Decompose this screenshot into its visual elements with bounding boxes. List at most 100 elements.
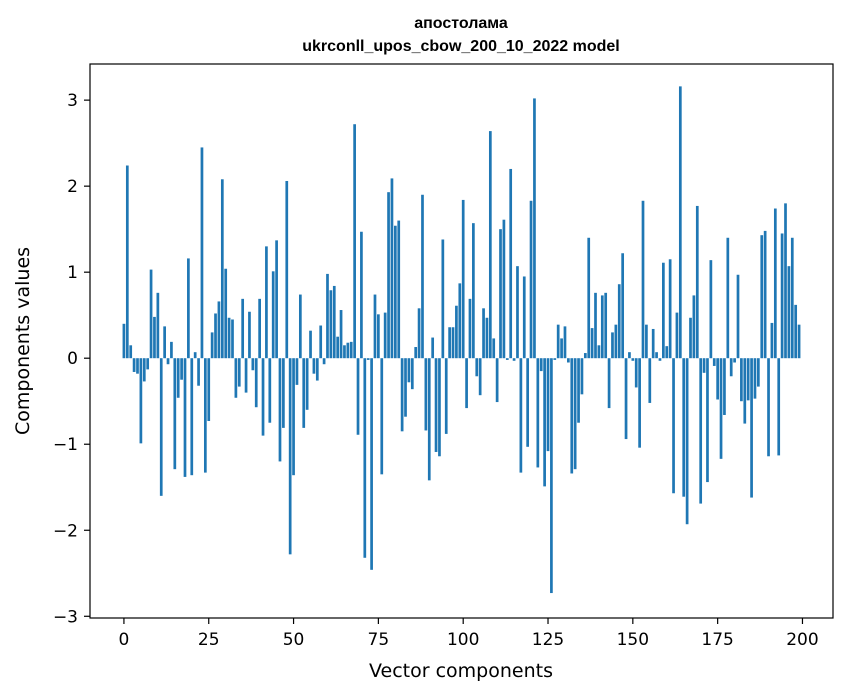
bar-55: [309, 330, 312, 359]
x-axis-ticks: 0 25 50 75 100 125 150 175 200: [119, 618, 819, 650]
bar-179: [729, 358, 733, 377]
bar-165: [682, 358, 686, 497]
bar-40: [258, 298, 261, 359]
bar-176: [719, 358, 723, 459]
x-tick-label: 125: [532, 630, 564, 650]
bar-148: [624, 358, 628, 440]
bar-131: [567, 358, 570, 363]
bar-43: [268, 358, 272, 423]
bar-67: [349, 341, 353, 359]
bar-128: [556, 324, 560, 359]
bar-188: [760, 235, 764, 359]
bar-49: [288, 358, 292, 555]
bar-123: [539, 358, 543, 372]
bar-146: [617, 284, 621, 359]
bar-6: [142, 358, 146, 382]
bar-108: [488, 131, 492, 359]
bar-54: [305, 358, 309, 410]
bar-169: [695, 205, 699, 359]
bar-186: [753, 358, 757, 399]
x-tick-label: 200: [786, 630, 818, 650]
bar-130: [563, 326, 567, 359]
x-tick-label: 100: [447, 630, 479, 650]
bar-61: [329, 290, 333, 359]
bar-117: [519, 358, 523, 473]
bar-89: [424, 358, 428, 431]
bar-97: [451, 327, 455, 359]
bar-69: [356, 358, 360, 435]
bar-142: [604, 292, 608, 359]
bar-172: [706, 358, 709, 483]
bar-122: [536, 358, 540, 468]
bar-39: [254, 358, 258, 408]
bar-147: [621, 253, 625, 359]
bar-76: [380, 358, 384, 475]
bar-21: [193, 352, 197, 359]
bar-109: [492, 338, 496, 359]
bar-173: [709, 260, 713, 359]
bar-129: [560, 338, 563, 359]
bar-155: [648, 358, 652, 403]
y-tick-label: 2: [67, 177, 78, 197]
bar-28: [217, 301, 221, 359]
bar-82: [400, 358, 404, 432]
bar-133: [573, 358, 577, 470]
bar-73: [370, 358, 373, 570]
y-axis-ticks: −3 −2 −1 0 1 2 3: [53, 91, 90, 627]
bar-136: [583, 353, 587, 359]
bar-90: [427, 358, 431, 481]
bar-56: [312, 358, 316, 374]
bar-51: [295, 358, 299, 385]
bar-103: [472, 223, 475, 359]
y-tick-label: −2: [53, 521, 78, 541]
bar-66: [346, 342, 350, 359]
bar-164: [678, 86, 682, 359]
bar-178: [726, 237, 730, 359]
y-tick-label: 1: [67, 263, 78, 283]
bar-17: [180, 358, 183, 380]
bar-156: [651, 328, 655, 359]
bar-113: [505, 358, 509, 360]
bar-174: [712, 358, 716, 366]
bar-161: [668, 259, 672, 359]
x-tick-label: 50: [283, 630, 305, 650]
chart-title: апостолама: [414, 15, 508, 32]
bar-9: [153, 316, 156, 359]
bar-140: [597, 345, 601, 359]
bar-153: [641, 200, 645, 359]
bar-158: [658, 358, 662, 361]
bar-48: [285, 180, 289, 359]
bar-59: [322, 358, 326, 365]
bar-102: [468, 298, 472, 359]
bar-121: [533, 98, 536, 359]
x-tick-label: 25: [198, 630, 220, 650]
bar-53: [302, 358, 306, 428]
bar-71: [363, 358, 367, 558]
bar-63: [336, 336, 340, 359]
bar-127: [553, 358, 557, 360]
bar-101: [465, 358, 468, 409]
bar-10: [156, 292, 160, 359]
bar-159: [662, 262, 665, 359]
bar-68: [353, 124, 356, 359]
bar-187: [757, 358, 760, 387]
bar-50: [292, 358, 295, 476]
bar-24: [203, 358, 207, 473]
bar-157: [655, 352, 658, 359]
x-tick-label: 0: [119, 630, 130, 650]
bar-75: [377, 314, 380, 359]
bar-57: [315, 358, 319, 381]
bar-23: [200, 147, 204, 359]
bar-149: [628, 352, 631, 359]
bar-119: [526, 358, 530, 447]
bar-180: [733, 358, 736, 363]
bar-29: [220, 179, 224, 359]
bar-115: [512, 358, 516, 361]
bar-99: [458, 283, 462, 359]
bar-33: [234, 358, 238, 398]
bar-14: [170, 341, 173, 359]
bar-96: [448, 327, 451, 359]
bar-series: [122, 86, 801, 594]
x-tick-label: 75: [368, 630, 390, 650]
